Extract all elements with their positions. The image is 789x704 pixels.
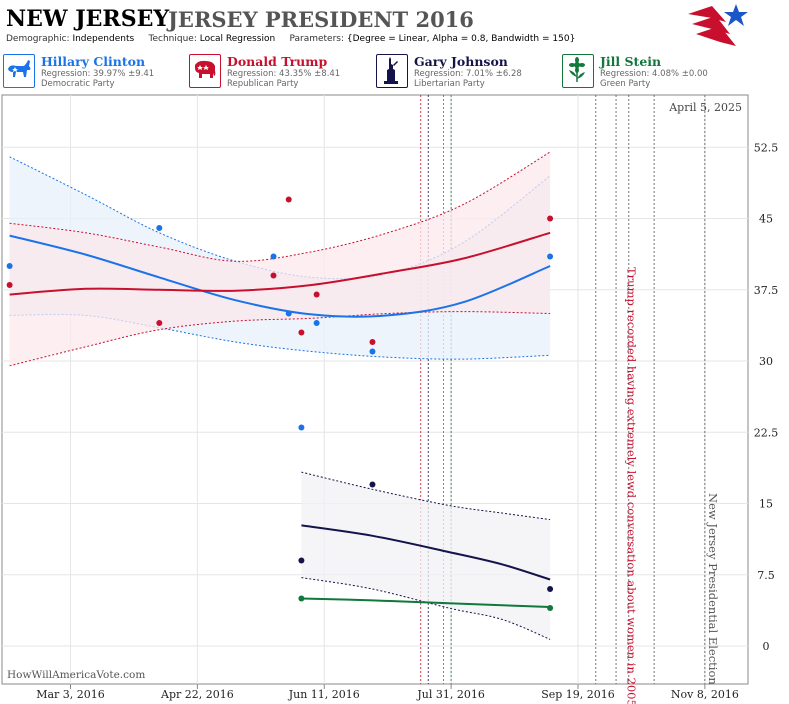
x-tick-label: Apr 22, 2016 (160, 688, 234, 701)
johnson-confidence-band (301, 472, 551, 640)
state-title: NEW JERSEY (6, 6, 170, 32)
legend-clinton: Hillary Clinton Regression: 39.97% ±9.41… (3, 54, 188, 90)
clinton-name: Hillary Clinton (41, 54, 146, 69)
y-tick-label: 30 (759, 355, 773, 368)
clinton-poll-point (285, 310, 292, 317)
annotations: Trump recorded having extremely lewd con… (625, 267, 720, 704)
clinton-poll-point (156, 225, 163, 231)
demographic-label: Demographic: (6, 34, 70, 44)
x-tick-label: Nov 8, 2016 (671, 688, 739, 701)
trump-poll-point (369, 339, 376, 345)
trump-party: Republican Party (227, 79, 299, 89)
trump-poll-point (313, 291, 320, 298)
x-tick-label: Sep 19, 2016 (541, 688, 615, 701)
johnson-poll-point (369, 481, 376, 488)
johnson-poll-point (547, 586, 554, 592)
clinton-poll-point (369, 348, 376, 355)
clinton-poll-point (313, 320, 320, 326)
chart-parameters: Demographic: Independents Technique: Loc… (6, 34, 575, 44)
clinton-poll-point (298, 424, 305, 431)
stein-poll-point (547, 605, 554, 611)
site-logo-icon (688, 4, 748, 46)
clinton-poll-point (547, 253, 554, 260)
donkey-icon (3, 54, 35, 88)
watermark: HowWillAmericaVote.com (7, 669, 145, 681)
trump-lower-bound (9, 311, 551, 367)
annotation-label: New Jersey Presidential Election (706, 493, 720, 685)
johnson-upper-bound (301, 471, 551, 521)
y-axis-ticks: 0 7.5 15 22.5 30 37.5 45 52.5 (754, 141, 779, 653)
liberty-icon (376, 54, 408, 88)
elephant-icon (189, 54, 221, 88)
clinton-party: Democratic Party (41, 79, 115, 89)
stein-name: Jill Stein (600, 54, 662, 69)
x-tick-label: Jul 31, 2016 (416, 688, 485, 701)
johnson-regression: Regression: 7.01% ±6.28 (414, 69, 522, 79)
trump-poll-point (6, 282, 13, 288)
flower-icon (562, 54, 594, 88)
clinton-regression: Regression: 39.97% ±9.41 (41, 69, 155, 79)
johnson-party: Libertarian Party (414, 79, 485, 89)
johnson-regression-line (301, 524, 551, 581)
trump-poll-point (285, 196, 292, 203)
trump-regression-line (9, 231, 551, 296)
y-tick-label: 37.5 (754, 284, 779, 297)
stein-party: Green Party (600, 79, 651, 89)
y-tick-label: 15 (759, 498, 773, 511)
johnson-lower-bound (301, 577, 551, 640)
johnson-poll-point (298, 557, 305, 564)
parameters-value: {Degree = Linear, Alpha = 0.8, Bandwidth… (346, 34, 576, 44)
stein-poll-point (298, 595, 305, 602)
technique-value: Local Regression (199, 34, 276, 44)
trump-poll-point (156, 320, 163, 326)
stein-regression: Regression: 4.08% ±0.00 (600, 69, 708, 79)
poll-points (6, 196, 554, 611)
demographic-value: Independents (72, 34, 135, 44)
trump-name: Donald Trump (227, 54, 328, 69)
x-tick-label: Jun 11, 2016 (288, 688, 360, 701)
y-tick-label: 7.5 (757, 569, 775, 582)
legend-trump: Donald Trump Regression: 43.35% ±8.41 Re… (189, 54, 374, 90)
x-axis-ticks: Mar 3, 2016 Apr 22, 2016 Jun 11, 2016 Jul 3… (36, 684, 739, 701)
trump-poll-point (298, 329, 305, 336)
legend-johnson: Gary Johnson Regression: 7.01% ±6.28 Lib… (376, 54, 561, 90)
parameters-label: Parameters: (289, 34, 345, 44)
trump-regression: Regression: 43.35% ±8.41 (227, 69, 341, 79)
johnson-name: Gary Johnson (414, 54, 508, 69)
y-tick-label: 52.5 (754, 141, 779, 154)
trump-poll-point (547, 215, 554, 222)
trump-upper-bound (9, 151, 551, 262)
x-tick-label: Mar 3, 2016 (36, 688, 105, 701)
clinton-poll-point (6, 263, 13, 269)
race-title: JERSEY PRESIDENT 2016 (168, 7, 474, 32)
technique-label: Technique: (148, 34, 197, 44)
date-label: April 5, 2025 (668, 101, 742, 114)
y-tick-label: 0 (763, 640, 770, 653)
y-tick-label: 22.5 (754, 426, 779, 439)
stein-regression-line (301, 597, 551, 608)
legend-stein: Jill Stein Regression: 4.08% ±0.00 Green… (562, 54, 747, 90)
regression-lines (9, 231, 551, 608)
annotation-label: Trump recorded having extremely lewd con… (625, 267, 639, 704)
clinton-regression-line (9, 234, 551, 318)
clinton-poll-point (270, 253, 277, 260)
y-tick-label: 45 (759, 213, 773, 226)
trump-poll-point (270, 272, 277, 279)
